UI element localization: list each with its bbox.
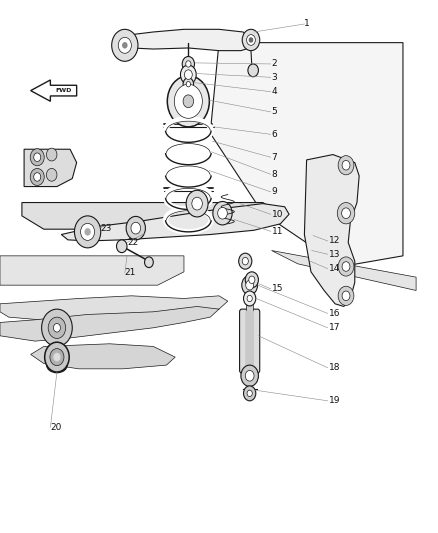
Polygon shape [272, 251, 416, 290]
Circle shape [118, 37, 131, 53]
Circle shape [247, 295, 252, 302]
Polygon shape [31, 344, 175, 369]
Text: 21: 21 [125, 269, 136, 277]
Circle shape [45, 342, 69, 372]
Text: 18: 18 [328, 364, 340, 372]
Text: FWD: FWD [55, 88, 72, 93]
Text: 10: 10 [272, 210, 283, 219]
Circle shape [46, 148, 57, 161]
Circle shape [342, 208, 350, 219]
Text: 3: 3 [272, 73, 277, 82]
Circle shape [186, 61, 191, 67]
Text: 6: 6 [272, 130, 277, 139]
Text: 23: 23 [100, 224, 111, 232]
Circle shape [247, 35, 255, 45]
Circle shape [112, 29, 138, 61]
Circle shape [48, 317, 66, 338]
Circle shape [131, 222, 141, 234]
Text: 2: 2 [272, 60, 277, 68]
Circle shape [34, 153, 41, 161]
Circle shape [338, 257, 354, 276]
Text: 15: 15 [272, 285, 283, 293]
Circle shape [241, 365, 258, 386]
Circle shape [30, 149, 44, 166]
Polygon shape [0, 256, 184, 285]
Circle shape [180, 65, 196, 84]
Text: 22: 22 [127, 238, 138, 247]
Circle shape [174, 84, 202, 118]
Circle shape [337, 203, 355, 224]
Text: 14: 14 [328, 264, 340, 273]
Circle shape [249, 38, 253, 42]
Circle shape [244, 386, 256, 401]
Text: 7: 7 [272, 153, 277, 161]
Circle shape [342, 160, 350, 170]
Text: 19: 19 [328, 397, 340, 405]
Polygon shape [61, 204, 289, 241]
Circle shape [34, 173, 41, 181]
Circle shape [338, 156, 354, 175]
Text: 5: 5 [272, 108, 277, 116]
Circle shape [248, 64, 258, 77]
Polygon shape [304, 155, 359, 306]
Circle shape [244, 291, 256, 306]
Circle shape [246, 280, 254, 290]
Circle shape [184, 70, 192, 79]
Circle shape [117, 240, 127, 253]
FancyBboxPatch shape [245, 311, 254, 372]
Circle shape [85, 229, 90, 235]
Polygon shape [31, 80, 77, 101]
Circle shape [239, 253, 252, 269]
Circle shape [186, 82, 191, 87]
Circle shape [247, 390, 252, 397]
Circle shape [186, 190, 208, 217]
Bar [246, 298, 253, 312]
FancyBboxPatch shape [240, 309, 260, 373]
Circle shape [192, 197, 202, 210]
Circle shape [46, 168, 57, 181]
Circle shape [245, 370, 254, 381]
Text: 1: 1 [304, 20, 310, 28]
Circle shape [81, 223, 95, 240]
Circle shape [338, 286, 354, 305]
Text: 13: 13 [328, 250, 340, 259]
Text: 8: 8 [272, 170, 277, 179]
Text: 9: 9 [272, 188, 277, 196]
Circle shape [342, 291, 350, 301]
Polygon shape [22, 203, 285, 229]
Polygon shape [0, 296, 228, 321]
Circle shape [54, 353, 60, 361]
Circle shape [242, 276, 258, 295]
Circle shape [183, 95, 194, 108]
Text: 16: 16 [328, 309, 340, 318]
Text: 4: 4 [272, 87, 277, 96]
Text: 17: 17 [328, 324, 340, 332]
Circle shape [53, 324, 60, 332]
Circle shape [145, 257, 153, 268]
Circle shape [342, 262, 350, 271]
Circle shape [242, 29, 260, 51]
Circle shape [126, 216, 145, 240]
Circle shape [249, 276, 255, 284]
Circle shape [30, 168, 44, 185]
Circle shape [242, 257, 248, 265]
Circle shape [74, 216, 101, 248]
Circle shape [167, 76, 209, 127]
Text: 20: 20 [50, 423, 62, 432]
Circle shape [218, 207, 227, 219]
Circle shape [213, 201, 232, 225]
Text: 11: 11 [272, 227, 283, 236]
Polygon shape [24, 149, 77, 187]
Circle shape [42, 309, 72, 346]
Circle shape [123, 43, 127, 48]
Circle shape [245, 272, 258, 288]
Polygon shape [210, 43, 403, 266]
Polygon shape [0, 306, 219, 341]
Polygon shape [125, 29, 252, 53]
Circle shape [50, 349, 64, 366]
Text: 12: 12 [328, 237, 340, 245]
Circle shape [183, 78, 194, 91]
Circle shape [182, 56, 194, 71]
